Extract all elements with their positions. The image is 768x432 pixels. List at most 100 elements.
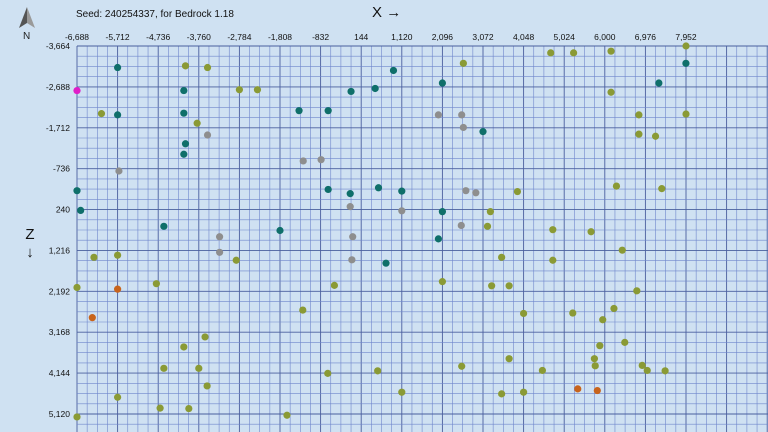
map-marker-gray[interactable] (434, 111, 443, 119)
map-marker-olive[interactable] (232, 256, 240, 264)
map-marker-olive[interactable] (398, 388, 406, 396)
map-marker-orange[interactable] (114, 285, 122, 293)
map-marker-olive[interactable] (330, 281, 339, 289)
map-marker-olive[interactable] (505, 282, 513, 290)
map-marker-olive[interactable] (520, 388, 528, 396)
map-marker-olive[interactable] (607, 88, 615, 96)
map-marker-olive[interactable] (610, 304, 618, 313)
map-marker-olive[interactable] (590, 355, 599, 363)
map-marker-gray[interactable] (115, 167, 123, 175)
map-marker-teal[interactable] (438, 208, 446, 216)
map-marker-gray[interactable] (203, 131, 212, 139)
map-marker-gray[interactable] (215, 248, 224, 256)
map-marker-olive[interactable] (549, 256, 557, 264)
map-marker-teal[interactable] (374, 184, 383, 192)
map-marker-gray[interactable] (398, 207, 406, 215)
map-marker-olive[interactable] (324, 369, 332, 377)
map-marker-olive[interactable] (156, 404, 164, 412)
map-marker-olive[interactable] (458, 362, 466, 370)
map-marker-olive[interactable] (607, 47, 615, 55)
map-marker-gray[interactable] (215, 233, 224, 241)
map-marker-teal[interactable] (160, 222, 168, 230)
map-marker-olive[interactable] (488, 282, 496, 290)
map-marker-teal[interactable] (438, 79, 446, 87)
map-marker-olive[interactable] (635, 111, 643, 119)
map-marker-teal[interactable] (346, 190, 354, 198)
map-marker-olive[interactable] (90, 253, 98, 261)
map-marker-teal[interactable] (180, 109, 188, 117)
map-marker-teal[interactable] (382, 259, 390, 267)
map-marker-gray[interactable] (472, 189, 480, 197)
map-marker-olive[interactable] (643, 366, 651, 375)
map-marker-olive[interactable] (498, 390, 506, 398)
map-marker-olive[interactable] (152, 280, 160, 288)
map-marker-olive[interactable] (195, 364, 203, 372)
map-marker-olive[interactable] (459, 59, 467, 67)
map-marker-teal[interactable] (324, 107, 332, 115)
map-marker-teal[interactable] (389, 66, 398, 75)
map-marker-olive[interactable] (658, 185, 666, 193)
map-marker-orange[interactable] (593, 386, 601, 395)
map-marker-olive[interactable] (513, 187, 522, 196)
map-marker-olive[interactable] (114, 251, 122, 259)
map-marker-olive[interactable] (486, 208, 495, 216)
map-marker-teal[interactable] (276, 226, 284, 235)
map-marker-olive[interactable] (635, 130, 643, 138)
map-marker-olive[interactable] (547, 49, 555, 57)
map-markers[interactable] (73, 42, 690, 421)
map-marker-teal[interactable] (398, 187, 406, 195)
map-marker-teal[interactable] (180, 86, 188, 95)
map-marker-olive[interactable] (73, 283, 81, 292)
map-marker-olive[interactable] (587, 228, 595, 236)
map-marker-olive[interactable] (638, 361, 646, 370)
map-marker-olive[interactable] (374, 367, 382, 375)
map-marker-olive[interactable] (438, 278, 446, 286)
map-marker-gray[interactable] (346, 203, 354, 211)
map-marker-olive[interactable] (618, 246, 626, 254)
map-marker-olive[interactable] (549, 226, 557, 234)
map-marker-olive[interactable] (682, 42, 690, 50)
map-marker-olive[interactable] (193, 119, 201, 127)
map-marker-gray[interactable] (299, 157, 307, 165)
map-marker-teal[interactable] (180, 150, 188, 158)
map-marker-olive[interactable] (299, 306, 307, 314)
map-marker-olive[interactable] (483, 222, 492, 230)
map-marker-olive[interactable] (180, 343, 188, 351)
map-marker-olive[interactable] (498, 253, 506, 261)
map-marker-magenta[interactable] (73, 86, 81, 95)
map-marker-olive[interactable] (651, 132, 660, 140)
map-marker-orange[interactable] (88, 314, 96, 322)
map-marker-teal[interactable] (371, 84, 379, 93)
map-marker-olive[interactable] (569, 309, 577, 317)
map-marker-olive[interactable] (661, 367, 669, 375)
map-marker-gray[interactable] (317, 156, 325, 164)
map-marker-gray[interactable] (457, 221, 465, 230)
map-marker-olive[interactable] (633, 287, 641, 295)
map-marker-gray[interactable] (349, 233, 357, 241)
map-marker-gray[interactable] (458, 111, 466, 119)
map-marker-teal[interactable] (434, 235, 443, 243)
map-marker-olive[interactable] (596, 342, 604, 350)
map-marker-olive[interactable] (612, 182, 621, 190)
map-marker-olive[interactable] (520, 309, 528, 318)
map-marker-gray[interactable] (459, 123, 467, 132)
map-marker-olive[interactable] (201, 333, 209, 341)
map-marker-teal[interactable] (682, 59, 690, 67)
map-marker-olive[interactable] (160, 364, 168, 372)
map-marker-gray[interactable] (462, 187, 470, 195)
map-marker-olive[interactable] (505, 355, 513, 363)
map-marker-teal[interactable] (73, 187, 81, 195)
map-marker-olive[interactable] (185, 404, 193, 413)
map-marker-olive[interactable] (621, 338, 629, 346)
map-marker-olive[interactable] (599, 316, 607, 324)
map-marker-olive[interactable] (97, 110, 106, 118)
map-marker-olive[interactable] (283, 411, 291, 419)
map-marker-teal[interactable] (181, 140, 190, 148)
map-marker-orange[interactable] (574, 385, 582, 393)
map-marker-olive[interactable] (181, 62, 190, 70)
map-marker-teal[interactable] (479, 128, 487, 136)
map-marker-gray[interactable] (348, 256, 356, 264)
map-marker-olive[interactable] (591, 362, 599, 370)
map-marker-teal[interactable] (114, 63, 122, 72)
